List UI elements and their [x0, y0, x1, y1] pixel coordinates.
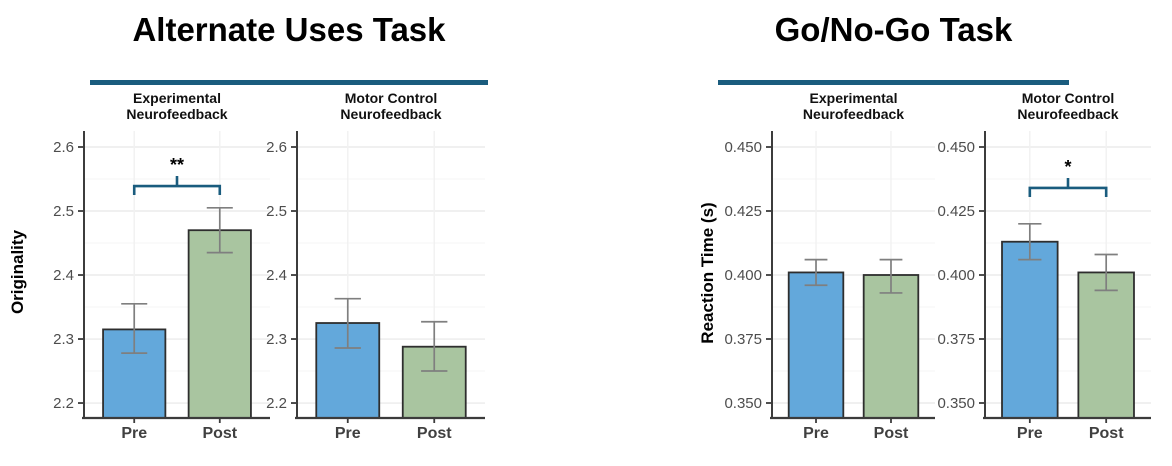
- y-tick-label: 2.4: [53, 267, 74, 284]
- bar-post: [187, 229, 252, 419]
- y-tick-label: 2.6: [266, 139, 287, 156]
- chart-title-go-no-go: Go/No-Go Task: [774, 11, 1013, 48]
- bar-post: [1077, 271, 1135, 419]
- bar-pre: [1001, 240, 1059, 419]
- bar-post: [862, 274, 920, 419]
- facet-label-experimental: Experimental Neurofeedback: [802, 90, 905, 122]
- y-tick-label: 0.350: [937, 395, 975, 412]
- facet-label-experimental: Experimental Neurofeedback: [126, 90, 228, 122]
- facet-label-motor-control: Motor Control Neurofeedback: [340, 90, 442, 122]
- y-tick-label: 0.350: [724, 395, 762, 412]
- y-tick-label: 2.4: [266, 267, 287, 284]
- y-tick-label: 2.2: [266, 395, 287, 412]
- significance-bracket: [132, 176, 222, 196]
- x-tick-label: Pre: [335, 425, 361, 442]
- title-underline: [718, 80, 1069, 85]
- bar-pre: [787, 271, 845, 419]
- y-tick-label: 0.425: [724, 203, 762, 220]
- y-tick-label: 2.3: [53, 331, 74, 348]
- y-tick-label: 2.6: [53, 139, 74, 156]
- title-underline: [90, 80, 488, 85]
- significance-label: *: [1064, 157, 1071, 177]
- x-tick-label: Pre: [121, 425, 147, 442]
- x-tick-label: Pre: [1017, 425, 1043, 442]
- significance-bracket: [1028, 177, 1108, 197]
- x-tick-label: Post: [874, 425, 909, 442]
- x-tick-label: Pre: [803, 425, 829, 442]
- y-tick-label: 2.5: [266, 203, 287, 220]
- y-tick-label: 2.3: [266, 331, 287, 348]
- y-tick-label: 0.375: [724, 331, 762, 348]
- significance-label: **: [170, 155, 184, 175]
- y-tick-label: 0.450: [724, 139, 762, 156]
- y-tick-label: 2.5: [53, 203, 74, 220]
- chart-title-alternate-uses: Alternate Uses Task: [132, 11, 446, 48]
- y-tick-label: 0.375: [937, 331, 975, 348]
- x-tick-label: Post: [417, 425, 452, 442]
- y-tick-label: 0.450: [937, 139, 975, 156]
- y-tick-label: 0.400: [724, 267, 762, 284]
- facet-label-motor-control: Motor Control Neurofeedback: [1017, 90, 1119, 122]
- x-tick-label: Post: [1089, 425, 1124, 442]
- x-tick-label: Post: [202, 425, 237, 442]
- y-tick-label: 2.2: [53, 395, 74, 412]
- y-tick-label: 0.400: [937, 267, 975, 284]
- y-tick-label: 0.425: [937, 203, 975, 220]
